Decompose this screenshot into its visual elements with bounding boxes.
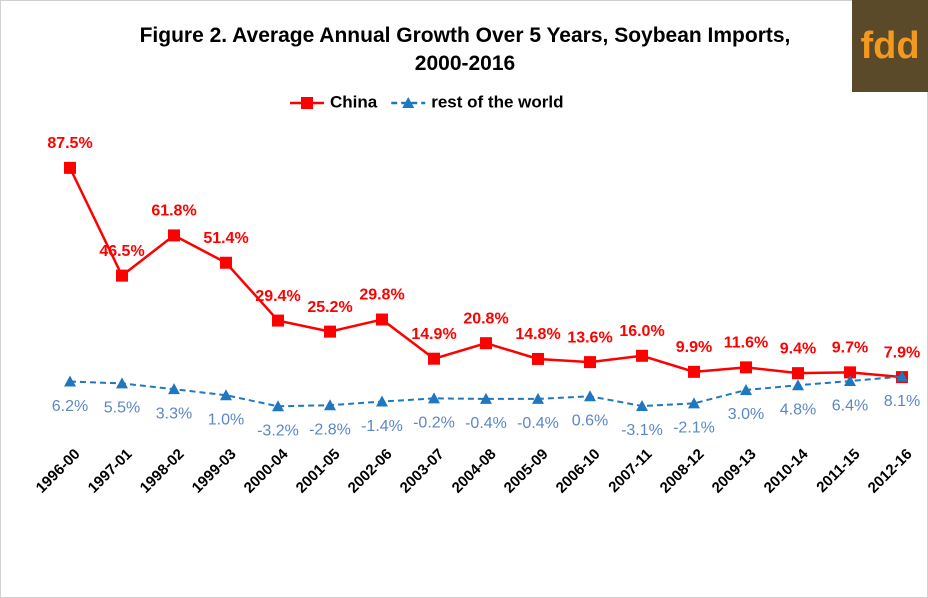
data-label: 9.4% [780,340,816,357]
data-label: 20.8% [463,310,508,327]
marker [532,352,544,365]
data-label: 7.9% [884,344,920,361]
marker [64,375,76,387]
legend-label: China [330,92,378,111]
data-label: 14.8% [515,326,560,343]
marker [428,352,440,365]
marker [64,161,76,174]
marker [220,256,232,269]
data-label: 1.0% [208,411,244,428]
marker [168,229,180,242]
x-tick-label: 2004-08 [449,446,500,497]
marker [584,356,596,369]
marker [116,269,128,282]
marker [116,377,128,389]
x-tick-label: 2008-12 [657,446,708,497]
data-label: 3.0% [728,406,764,423]
data-label: 46.5% [99,243,144,260]
x-tick-label: 1999-03 [189,446,240,497]
data-label: 6.4% [832,397,868,414]
x-tick-label: 2012-16 [865,446,916,497]
data-label: 25.2% [307,299,352,316]
data-label: 3.3% [156,405,192,422]
marker [480,337,492,350]
data-label: 51.4% [203,230,248,247]
logo: fdd [852,0,928,92]
marker [301,97,313,109]
data-label: 5.5% [104,400,140,417]
marker [532,392,544,404]
x-tick-label: 2005-09 [501,446,552,497]
data-label: -3.2% [257,422,299,439]
marker [376,313,388,326]
legend-label: rest of the world [431,92,563,111]
data-label: -2.1% [673,420,715,437]
marker [636,349,648,362]
data-label: 9.9% [676,339,712,356]
marker [376,395,388,407]
data-label: 14.9% [411,326,456,343]
data-label: 8.1% [884,393,920,410]
data-label: 11.6% [724,335,768,352]
marker [324,325,336,338]
x-tick-label: 2000-04 [241,445,292,496]
data-label: 6.2% [52,398,88,415]
marker [688,397,700,409]
marker [584,390,596,402]
marker [402,97,415,108]
marker [220,389,232,401]
marker [792,367,804,380]
x-tick-label: 2003-07 [397,446,448,497]
x-tick-label: 2002-06 [345,446,396,497]
data-label: 29.4% [255,288,300,305]
marker [428,392,440,404]
marker [740,361,752,374]
data-label: -0.4% [465,415,507,432]
chart-title: Figure 2. Average Annual Growth Over 5 Y… [139,24,791,75]
x-tick-label: 2001-05 [293,446,344,497]
data-label: -1.4% [361,418,403,435]
data-label: 4.8% [780,401,816,418]
data-label: 29.8% [359,287,404,304]
x-tick-label: 2010-14 [761,445,812,496]
data-label: -2.8% [309,421,351,438]
marker [740,383,752,395]
data-label: 61.8% [151,203,196,220]
x-tick-label: 2007-11 [605,446,655,496]
data-label: 87.5% [47,135,92,152]
marker [896,370,908,382]
data-label: 13.6% [567,329,612,346]
data-label: -0.4% [517,415,559,432]
marker [844,366,856,379]
marker [792,379,804,391]
marker [480,392,492,404]
marker [844,375,856,387]
x-tick-label: 2009-13 [709,446,760,497]
x-tick-label: 2006-10 [553,446,604,497]
marker [272,314,284,327]
x-tick-label: 1996-00 [33,446,84,497]
marker [636,400,648,412]
data-label: 16.0% [619,323,664,340]
x-tick-label: 1997-01 [85,446,136,497]
data-label: -3.1% [621,422,663,439]
data-label: 9.7% [832,340,868,357]
marker [688,365,700,378]
x-tick-label: 2011-15 [813,446,863,496]
data-label: 0.6% [572,412,608,429]
marker [272,400,284,412]
marker [168,383,180,395]
marker [324,399,336,411]
x-tick-label: 1998-02 [137,446,188,497]
data-label: -0.2% [413,415,455,432]
